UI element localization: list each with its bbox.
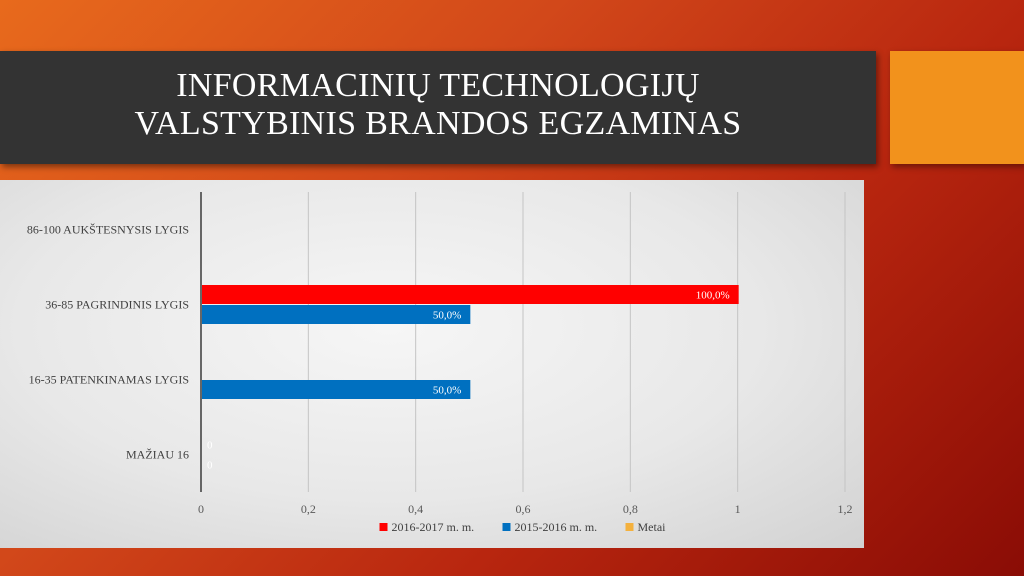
- x-tick-label: 0,6: [516, 502, 531, 516]
- data-label: 50,0%: [433, 310, 461, 322]
- category-label: 16-35 PATENKINAMAS LYGIS: [29, 373, 189, 387]
- x-tick-label: 0,8: [623, 502, 638, 516]
- x-tick-label: 0,2: [301, 502, 316, 516]
- x-tick-label: 0: [198, 502, 204, 516]
- x-tick-label: 1: [735, 502, 741, 516]
- bar-chart: 0 0,2 0,4 0,6 0,8 1 1,2 86-100 AUKŠTESNYSIS LYG…: [27, 192, 853, 534]
- legend-label: 2016-2017 m. m.: [392, 520, 475, 534]
- slide-title: INFORMACINIŲ TECHNOLOGIJŲ VALSTYBINIS BR…: [0, 67, 876, 143]
- chart-panel: 0 0,2 0,4 0,6 0,8 1 1,2 86-100 AUKŠTESNYSIS LYG…: [0, 180, 864, 548]
- x-tick-label: 1,2: [838, 502, 853, 516]
- legend-swatch: [625, 523, 634, 531]
- category-label: 36-85 PAGRINDINIS LYGIS: [45, 298, 189, 312]
- x-tick-label: 0,4: [408, 502, 423, 516]
- bar: [202, 285, 739, 304]
- data-label: 100,0%: [696, 290, 730, 302]
- legend-label: Metai: [638, 520, 667, 534]
- slide-title-line-1: INFORMACINIŲ TECHNOLOGIJŲ: [176, 67, 700, 104]
- legend-swatch: [379, 523, 388, 531]
- slide-title-line-2: VALSTYBINIS BRANDOS EGZAMINAS: [134, 105, 742, 142]
- data-label: 0: [207, 460, 213, 472]
- legend-swatch: [502, 523, 511, 531]
- data-label: 0: [207, 440, 213, 452]
- data-label: 50,0%: [433, 385, 461, 397]
- accent-box: [890, 51, 1024, 164]
- category-label: MAŽIAU 16: [126, 448, 189, 462]
- category-label: 86-100 AUKŠTESNYSIS LYGIS: [27, 223, 189, 237]
- bar: [202, 380, 471, 399]
- title-bar: INFORMACINIŲ TECHNOLOGIJŲ VALSTYBINIS BR…: [0, 51, 876, 164]
- bar: [202, 305, 471, 324]
- legend-label: 2015-2016 m. m.: [515, 520, 598, 534]
